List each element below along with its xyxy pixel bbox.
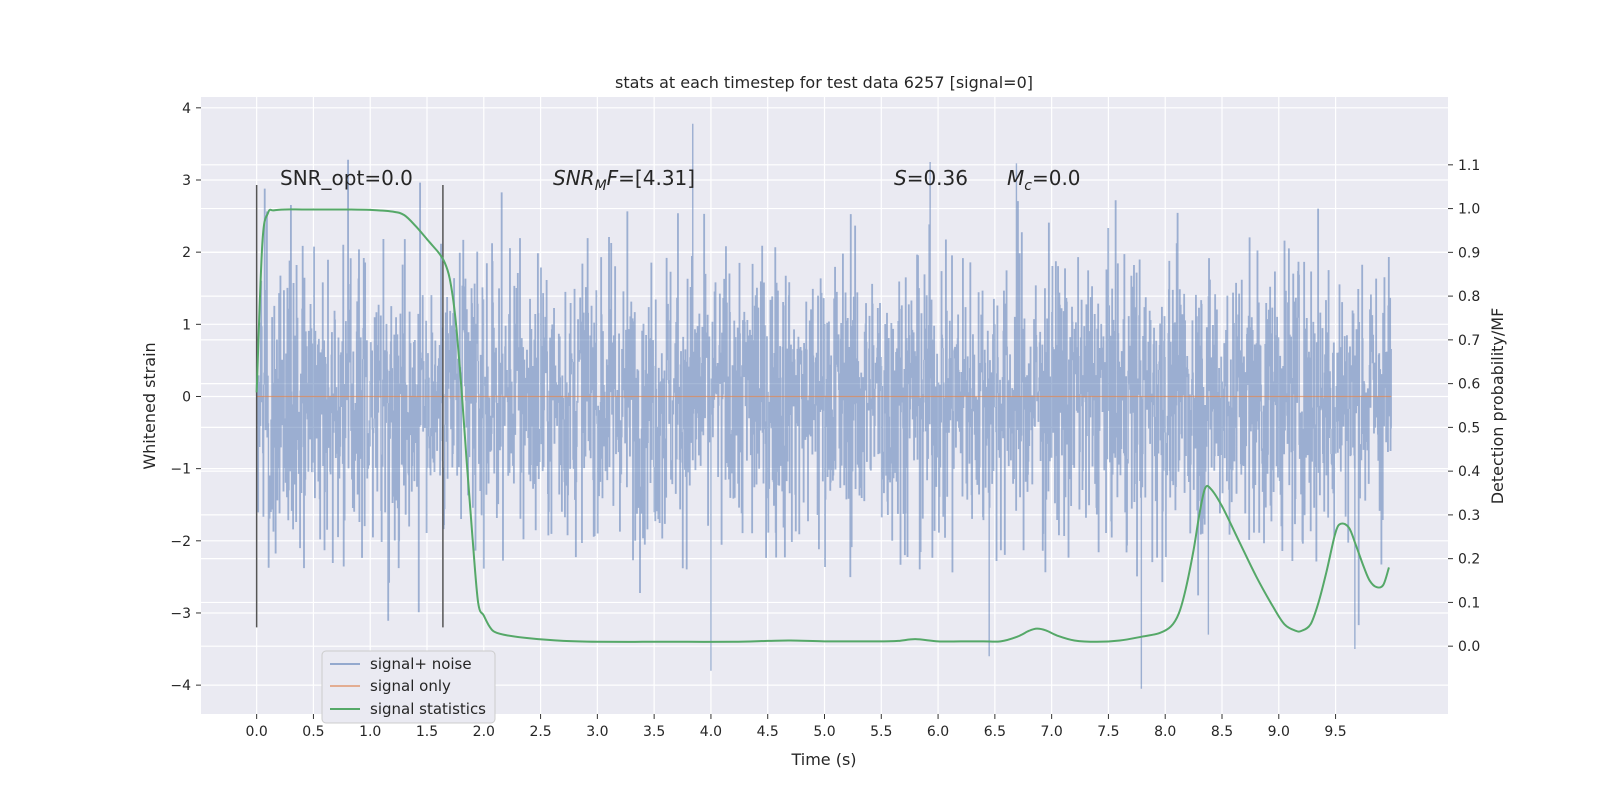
x-tick-label: 9.5 [1324,724,1346,740]
x-tick-label: 2.5 [529,724,551,740]
x-tick-label: 9.0 [1268,724,1290,740]
y-tick-label-left: 3 [182,173,191,189]
mc-subscript: c [1024,178,1032,194]
y-tick-label-right: 1.0 [1458,202,1480,218]
y-axis-label-left: Whitened strain [140,342,159,469]
y-tick-label-left: 4 [182,101,191,117]
legend: signal+ noise signal only signal statist… [321,650,496,724]
x-tick-label: 7.5 [1097,724,1119,740]
x-tick-label: 6.5 [984,724,1006,740]
chart-title: stats at each timestep for test data 625… [615,73,1033,92]
y-tick-label-left: −3 [170,606,191,622]
y-tick-label-right: 1.1 [1458,158,1480,174]
y-tick-label-right: 0.5 [1458,420,1480,436]
y-tick-label-right: 0.9 [1458,245,1480,261]
s-value: =0.36 [907,166,968,190]
grid [201,97,1448,714]
x-tick-label: 5.0 [813,724,835,740]
legend-label-signal-noise: signal+ noise [370,655,472,673]
y-tick-label-left: −4 [170,678,191,694]
x-tick-label: 1.0 [359,724,381,740]
legend-label-signal-statistics: signal statistics [370,700,486,718]
snr-mf-subscript: M [595,178,607,194]
snr-mf-symbol: SNR [553,166,595,190]
y-tick-label-right: 0.7 [1458,333,1480,349]
snr-opt-annotation: SNR_opt=0.0 [280,166,413,190]
x-tick-label: 8.5 [1211,724,1233,740]
y-tick-label-left: −1 [170,462,191,478]
y-tick-label-right: 0.2 [1458,552,1480,568]
y-axis-label-right: Detection probability/MF [1488,308,1507,505]
snr-mf-value: =[4.31] [618,166,695,190]
x-tick-label: 3.0 [586,724,608,740]
y-tick-label-right: 0.0 [1458,639,1480,655]
x-tick-label: 8.0 [1154,724,1176,740]
y-tick-label-right: 0.3 [1458,508,1480,524]
y-tick-label-left: 0 [182,389,191,405]
x-tick-label: 0.0 [246,724,268,740]
y-tick-label-left: −2 [170,534,191,550]
signal-statistics-series [255,208,1390,643]
x-tick-label: 2.0 [473,724,495,740]
legend-label-signal-only: signal only [370,677,451,695]
signal-statistics-line [255,208,1390,643]
y-tick-label-right: 0.8 [1458,289,1480,305]
axes: 0.0 0.5 1.0 1.5 2.0 2.5 3.0 3.5 4.0 4.5 5.0 5.5 6.0 6… [170,101,1480,740]
x-tick-label: 6.0 [927,724,949,740]
y-tick-label-left: 1 [182,317,191,333]
x-tick-label: 3.5 [643,724,665,740]
x-tick-label: 4.0 [700,724,722,740]
x-tick-label: 5.5 [870,724,892,740]
legend-box [321,650,496,724]
y-tick-label-left: 2 [182,245,191,261]
y-tick-label-right: 0.4 [1458,464,1480,480]
snr-mf-symbol-f: F [607,166,619,190]
x-tick-label: 4.5 [757,724,779,740]
x-tick-label: 7.0 [1041,724,1063,740]
mc-annotation: Mc=0.0 [1007,166,1081,194]
mc-symbol: M [1007,166,1024,190]
y-tick-label-right: 0.6 [1458,377,1480,393]
x-tick-label: 1.5 [416,724,438,740]
s-annotation: S=0.36 [894,166,968,190]
y-tick-label-right: 0.1 [1458,595,1480,611]
x-axis-label: Time (s) [790,750,856,769]
s-symbol: S [894,166,907,190]
x-tick-label: 0.5 [302,724,324,740]
snr-mf-annotation: SNRMF=[4.31] [553,166,695,194]
mc-value: =0.0 [1032,166,1081,190]
